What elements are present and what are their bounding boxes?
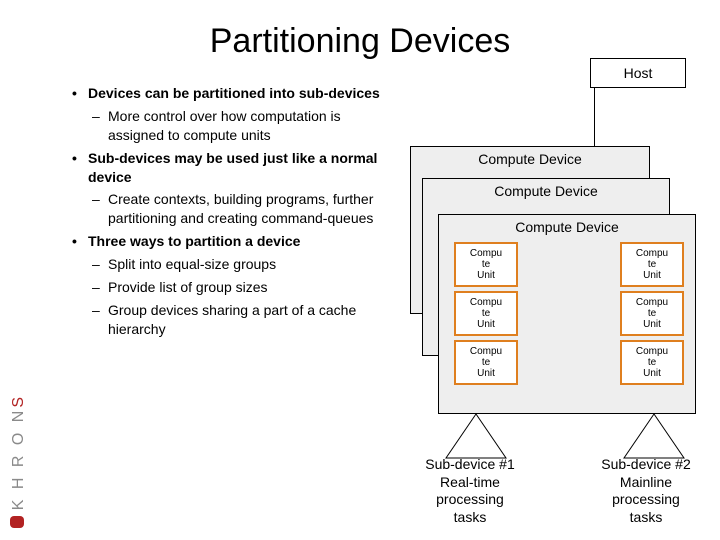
compute-unit: ComputeUnit	[454, 291, 518, 336]
callout-subdevice-1: Sub-device #1Real-timeprocessingtasks	[410, 456, 530, 526]
subdevice-2-column: ComputeUnit ComputeUnit ComputeUnit	[620, 242, 684, 385]
bullet-l1: Devices can be partitioned into sub-devi…	[72, 84, 398, 103]
bullet-l2: More control over how computation is ass…	[72, 107, 398, 145]
khronos-logo: K H R O NS	[10, 394, 28, 510]
page-title: Partitioning Devices	[0, 22, 720, 61]
bullet-l1: Sub-devices may be used just like a norm…	[72, 149, 398, 187]
bullet-l2: Split into equal-size groups	[72, 255, 398, 274]
host-box: Host	[590, 58, 686, 88]
bullet-l2: Create contexts, building programs, furt…	[72, 190, 398, 228]
device-label: Compute Device	[423, 183, 669, 199]
device-label: Compute Device	[411, 151, 649, 167]
compute-unit: ComputeUnit	[620, 291, 684, 336]
partition-diagram: Host Compute Device Compute Device Compu…	[410, 58, 710, 528]
device-label: Compute Device	[439, 219, 695, 235]
compute-unit: ComputeUnit	[454, 242, 518, 287]
subdevice-1-column: ComputeUnit ComputeUnit ComputeUnit	[454, 242, 518, 385]
compute-unit: ComputeUnit	[454, 340, 518, 385]
compute-unit: ComputeUnit	[620, 340, 684, 385]
compute-unit: ComputeUnit	[620, 242, 684, 287]
compute-unit-grid: ComputeUnit ComputeUnit ComputeUnit Comp…	[454, 242, 684, 389]
logo-mark	[10, 516, 24, 528]
bullet-list: Devices can be partitioned into sub-devi…	[72, 84, 398, 343]
bullet-l2: Group devices sharing a part of a cache …	[72, 301, 398, 339]
bullet-l1: Three ways to partition a device	[72, 232, 398, 251]
callout-subdevice-2: Sub-device #2Mainlineprocessingtasks	[586, 456, 706, 526]
bullet-l2: Provide list of group sizes	[72, 278, 398, 297]
